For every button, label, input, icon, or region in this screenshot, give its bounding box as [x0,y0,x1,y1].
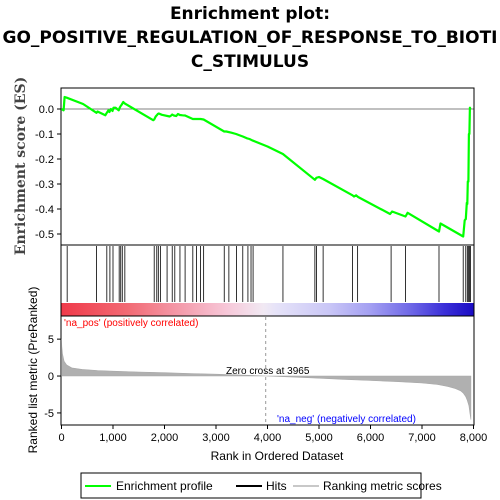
es-y-tick-label: -0.2 [35,154,54,166]
title-line-1: Enrichment plot: [169,4,331,24]
metric-y-tick-label: -5 [44,408,54,420]
metric-y-tick-label: 0 [48,371,54,383]
title-line-3: C_STIMULUS [190,52,310,72]
x-tick-label: 6,000 [357,432,385,444]
plot-title: Enrichment plot: GO_POSITIVE_REGULATION_… [0,2,500,74]
zero-cross-label: Zero cross at 3965 [226,366,310,377]
legend-ranking-label: Ranking metric scores [323,479,442,493]
legend-hits-label: Hits [266,479,287,493]
neg-correlated-label: 'na_neg' (negatively correlated) [277,414,416,425]
metric-y-axis-label: Ranked list metric (PreRanked) [26,287,40,454]
ranking-metric-layer [61,317,472,424]
x-tick-label: 7,000 [408,432,436,444]
metric-y-tick-label: 5 [48,334,54,346]
enrichment-profile-line [60,95,472,238]
x-tick-label: 8,000 [460,432,488,444]
x-tick-label: 1,000 [99,432,127,444]
es-y-tick-label: -0.3 [35,179,54,191]
es-panel [60,87,475,246]
metric-y-axis: 5 0 -5 [44,334,61,420]
x-axis: 0 1,000 2,000 3,000 4,000 5,000 6,000 7,000 8,00… [58,425,487,444]
ranking-colorbar [61,303,474,316]
es-y-tick-label: -0.1 [35,129,54,141]
es-y-axis-label: Enrichment score (ES) [13,77,29,255]
ranking-metric-area [61,339,472,420]
x-tick-label: 0 [58,432,64,444]
es-y-axis: 0.0 -0.1 -0.2 -0.3 -0.4 -0.5 [35,104,61,241]
es-y-tick-label: -0.5 [35,229,54,241]
x-axis-label: Rank in Ordered Dataset [211,449,344,463]
hits-layer [66,246,471,302]
pos-correlated-label: 'na_pos' (positively correlated) [64,318,198,329]
legend: Enrichment profile Hits Ranking metric s… [80,472,442,499]
x-tick-label: 2,000 [151,432,179,444]
title-line-2: GO_POSITIVE_REGULATION_OF_RESPONSE_TO_BI… [2,28,498,48]
ranked-metric-panel [60,315,475,426]
enrichment-profile-layer [60,95,472,238]
legend-enrichment-label: Enrichment profile [116,479,213,493]
x-tick-label: 5,000 [305,432,333,444]
x-tick-label: 4,000 [254,432,282,444]
x-tick-label: 3,000 [202,432,230,444]
es-y-tick-label: 0.0 [39,104,54,116]
es-y-tick-label: -0.4 [35,204,54,216]
